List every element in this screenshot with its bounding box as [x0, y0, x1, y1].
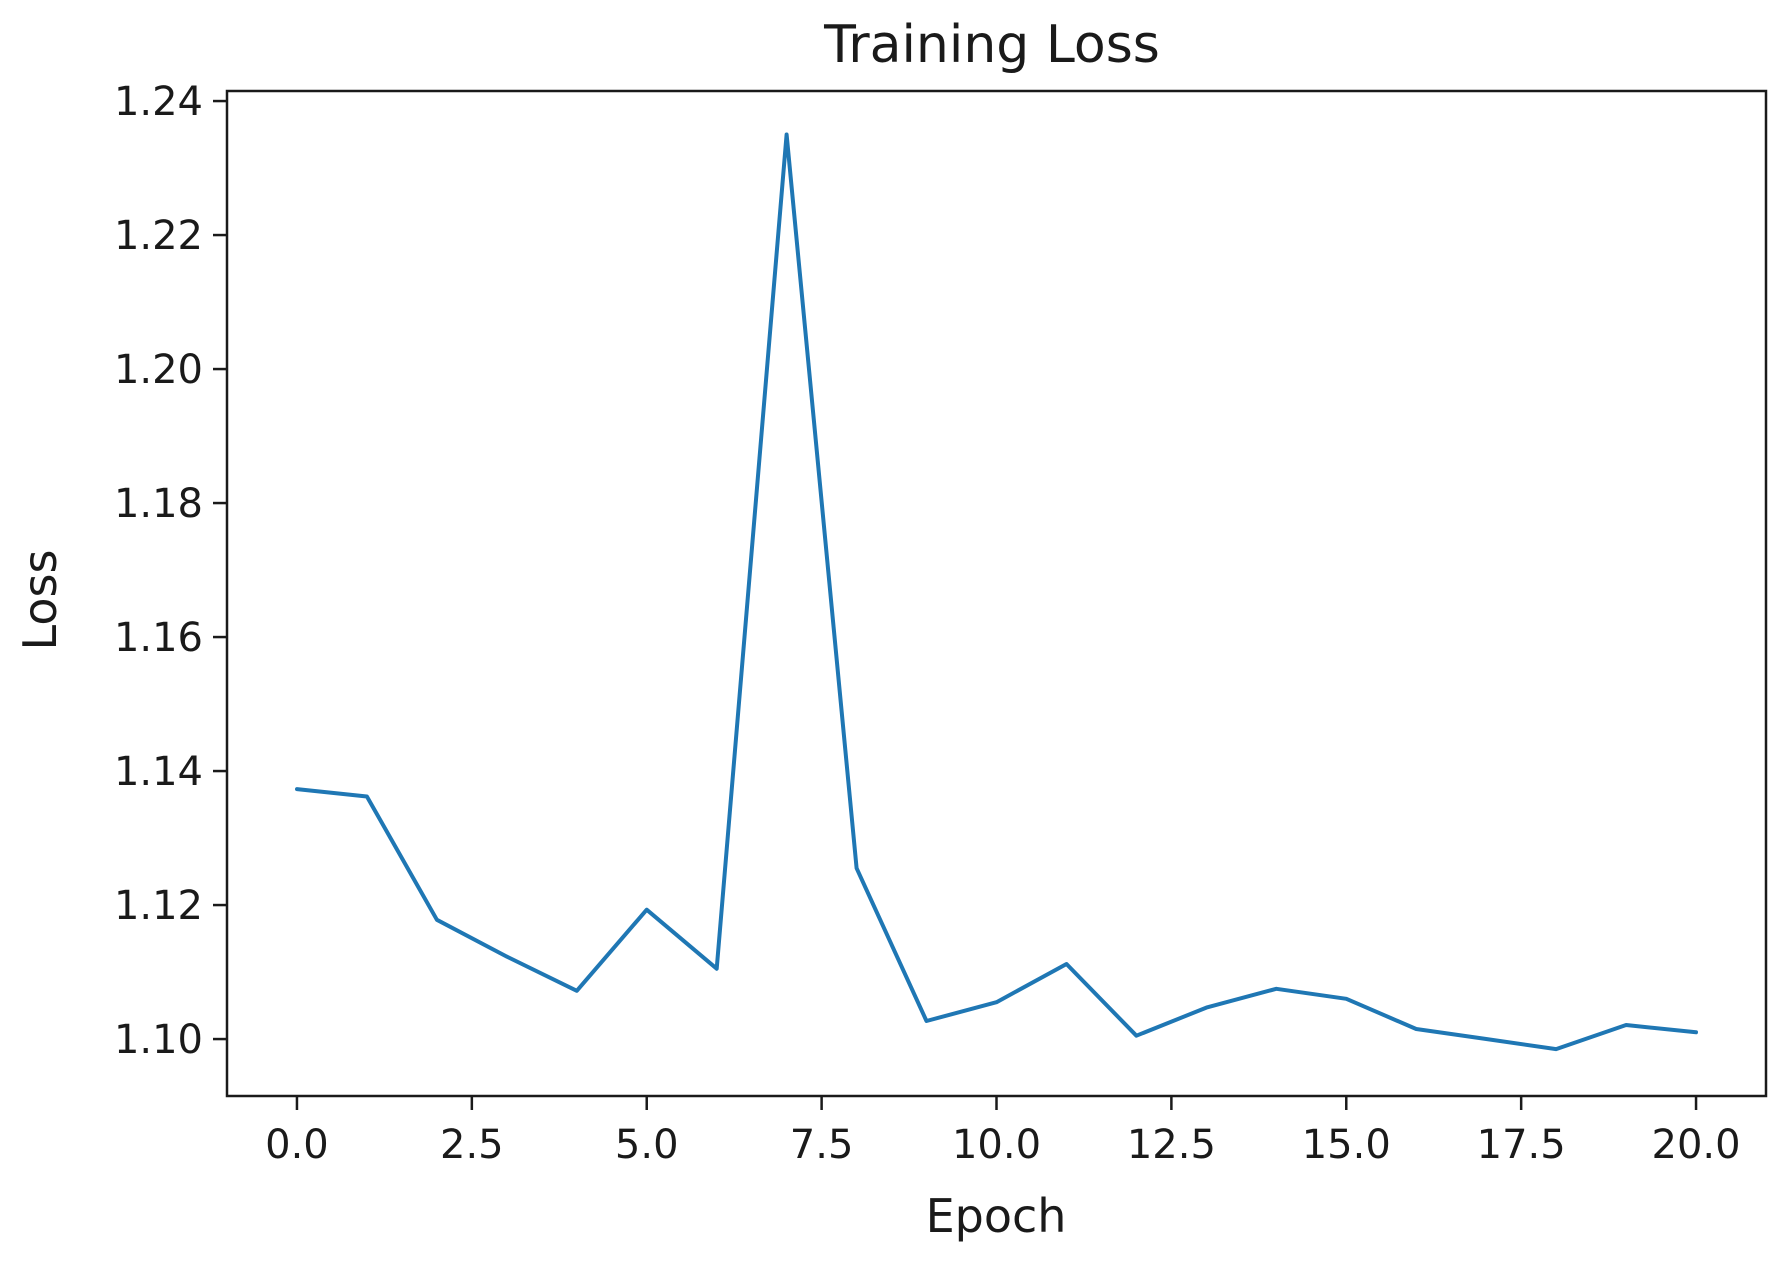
x-axis-label: Epoch — [926, 1189, 1067, 1243]
y-tick-label: 1.22 — [114, 213, 203, 259]
x-tick-label: 15.0 — [1302, 1122, 1391, 1168]
y-axis: 1.10 1.12 1.14 1.16 1.18 1.20 1.22 1.24 — [114, 79, 227, 1063]
x-tick-label: 20.0 — [1652, 1122, 1741, 1168]
y-tick-label: 1.20 — [114, 347, 203, 393]
y-tick-label: 1.18 — [114, 481, 203, 527]
x-tick-label: 7.5 — [790, 1122, 854, 1168]
y-tick-label: 1.16 — [114, 615, 203, 661]
x-tick-label: 0.0 — [265, 1122, 329, 1168]
x-tick-label: 2.5 — [440, 1122, 504, 1168]
y-tick-label: 1.10 — [114, 1017, 203, 1063]
x-tick-label: 17.5 — [1477, 1122, 1566, 1168]
x-tick-label: 12.5 — [1127, 1122, 1216, 1168]
series-layer — [295, 132, 1698, 1052]
y-tick-label: 1.14 — [114, 749, 203, 795]
x-tick-label: 5.0 — [615, 1122, 679, 1168]
x-tick-label: 10.0 — [952, 1122, 1041, 1168]
chart-title: Training Loss — [823, 15, 1160, 75]
y-tick-label: 1.24 — [114, 79, 203, 125]
loss-series-line — [295, 132, 1698, 1052]
y-axis-label: Loss — [13, 550, 67, 651]
x-axis: 0.0 2.5 5.0 7.5 10.0 12.5 15.0 17.5 20.0 — [265, 1096, 1741, 1168]
plot-frame — [225, 89, 1768, 1098]
plot-area — [227, 91, 1766, 1096]
y-tick-label: 1.12 — [114, 883, 203, 929]
